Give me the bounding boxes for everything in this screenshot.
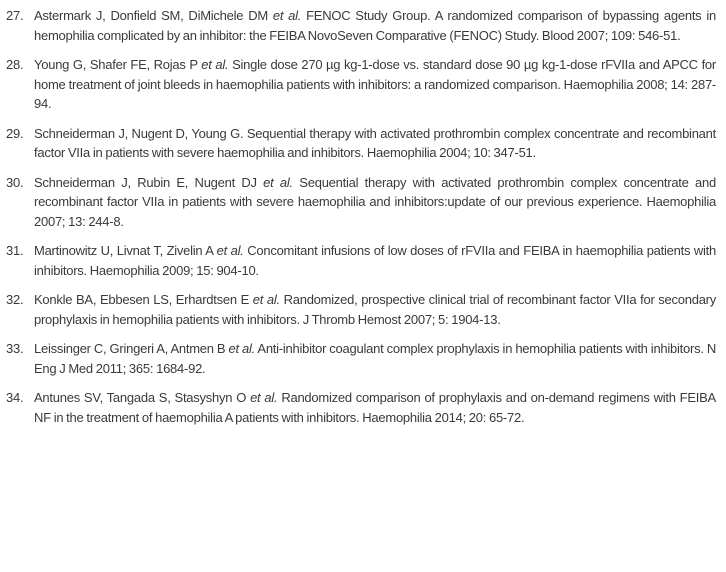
reference-number: 32.: [6, 292, 24, 307]
reference-etal: et al.: [216, 243, 244, 258]
reference-etal: et al.: [228, 341, 255, 356]
reference-authors: Konkle BA, Ebbesen LS, Erhardtsen E: [34, 292, 250, 307]
reference-text: Schneiderman J, Nugent D, Young G. Seque…: [34, 126, 716, 161]
reference-number: 34.: [6, 390, 24, 405]
reference-details: Single dose 270 µg kg-1-dose vs. standar…: [34, 57, 716, 111]
reference-authors: Antunes SV, Tangada S, Stasyshyn O: [34, 390, 247, 405]
reference-number: 28.: [6, 57, 24, 72]
reference-details: Randomized, prospective clinical trial o…: [34, 292, 717, 327]
reference-item: 30. Schneiderman J, Rubin E, Nugent DJ e…: [0, 173, 726, 232]
reference-text: Martinowitz U, Livnat T, Zivelin A et al…: [34, 243, 716, 278]
reference-etal: et al.: [263, 174, 293, 190]
reference-item: 31. Martinowitz U, Livnat T, Zivelin A e…: [0, 241, 726, 280]
reference-item: 32. Konkle BA, Ebbesen LS, Erhardtsen E …: [0, 290, 726, 329]
reference-text: Leissinger C, Gringeri A, Antmen B et al…: [34, 341, 716, 376]
reference-number: 27.: [6, 8, 24, 23]
reference-item: 27. Astermark J, Donfield SM, DiMichele …: [0, 6, 726, 45]
reference-number: 31.: [6, 243, 24, 258]
reference-list: 27. Astermark J, Donfield SM, DiMichele …: [0, 6, 726, 437]
reference-item: 34. Antunes SV, Tangada S, Stasyshyn O e…: [0, 388, 726, 427]
reference-details: Randomized comparison of prophylaxis and…: [34, 390, 716, 425]
reference-authors: Schneiderman J, Nugent D, Young G. Seque…: [34, 125, 716, 161]
reference-item: 29. Schneiderman J, Nugent D, Young G. S…: [0, 124, 726, 163]
reference-details: Sequential therapy with activated prothr…: [34, 174, 716, 229]
reference-number: 33.: [6, 341, 24, 356]
reference-number: 30.: [6, 174, 24, 190]
reference-details: Concomitant infusions of low doses of rF…: [34, 243, 716, 278]
reference-etal: et al.: [201, 57, 229, 72]
reference-etal: et al.: [272, 8, 302, 23]
reference-text: Schneiderman J, Rubin E, Nugent DJ et al…: [34, 175, 716, 229]
reference-authors: Martinowitz U, Livnat T, Zivelin A: [34, 243, 213, 258]
reference-details: Anti-inhibitor coagulant complex prophyl…: [34, 341, 716, 376]
reference-details: FENOC Study Group. A randomized comparis…: [34, 8, 716, 43]
reference-etal: et al.: [250, 390, 278, 405]
reference-authors: Leissinger C, Gringeri A, Antmen B: [34, 341, 226, 356]
reference-etal: et al.: [252, 292, 280, 307]
reference-authors: Young G, Shafer FE, Rojas P: [34, 57, 198, 72]
reference-text: Konkle BA, Ebbesen LS, Erhardtsen E et a…: [34, 292, 716, 327]
reference-item: 33. Leissinger C, Gringeri A, Antmen B e…: [0, 339, 726, 378]
reference-text: Antunes SV, Tangada S, Stasyshyn O et al…: [34, 390, 716, 425]
reference-item: 28. Young G, Shafer FE, Rojas P et al. S…: [0, 55, 726, 114]
reference-number: 29.: [6, 125, 24, 141]
reference-authors: Schneiderman J, Rubin E, Nugent DJ: [34, 174, 257, 190]
reference-text: Astermark J, Donfield SM, DiMichele DM e…: [34, 8, 716, 43]
reference-text: Young G, Shafer FE, Rojas P et al. Singl…: [34, 57, 716, 111]
reference-authors: Astermark J, Donfield SM, DiMichele DM: [34, 8, 268, 23]
